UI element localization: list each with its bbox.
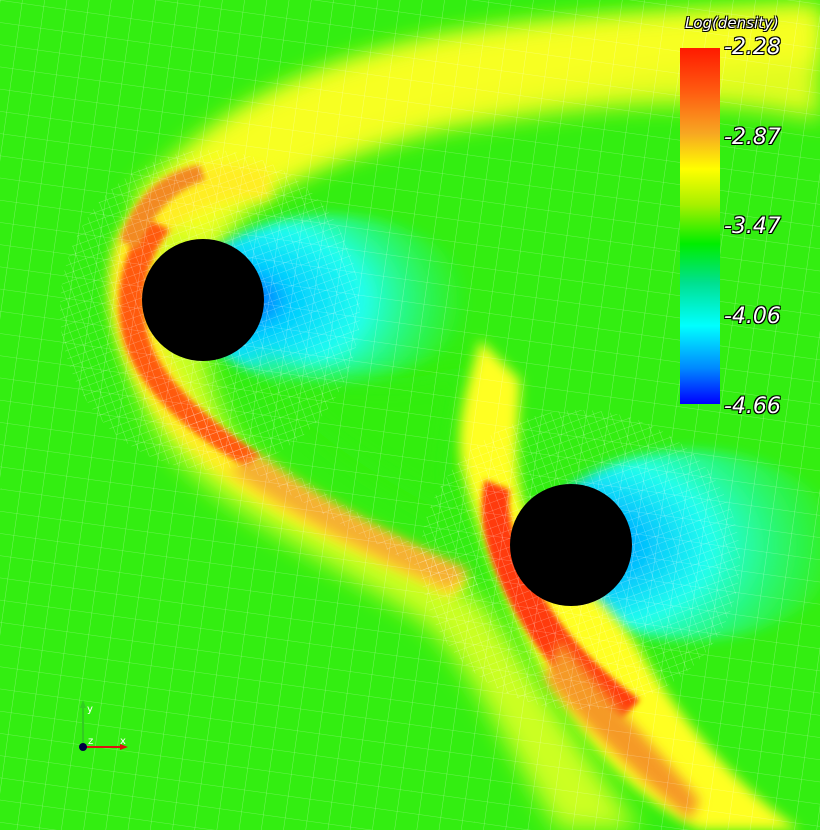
colorbar-tick-2: -2.87 bbox=[724, 125, 781, 150]
colorbar-tick-3: -3.47 bbox=[724, 214, 781, 239]
fine-mesh-connector bbox=[180, 400, 480, 600]
colorbar-tick-max: -2.28 bbox=[724, 35, 781, 60]
colorbar-tick-min: -4.66 bbox=[724, 394, 781, 419]
body-1[interactable] bbox=[142, 239, 264, 361]
body-2[interactable] bbox=[510, 484, 632, 606]
y-axis-label: y bbox=[87, 704, 93, 715]
z-axis-label: z bbox=[88, 736, 93, 747]
x-axis-label: x bbox=[120, 736, 126, 747]
colorbar-tick-4: -4.06 bbox=[724, 304, 781, 329]
z-axis-dot-icon bbox=[79, 743, 87, 751]
x-axis-arrow-icon bbox=[120, 744, 128, 750]
orientation-axes: y x z bbox=[79, 700, 128, 751]
colorbar bbox=[680, 48, 720, 404]
colorbar-title: Log(density) bbox=[685, 14, 779, 32]
y-axis-arrow-icon bbox=[80, 700, 86, 708]
